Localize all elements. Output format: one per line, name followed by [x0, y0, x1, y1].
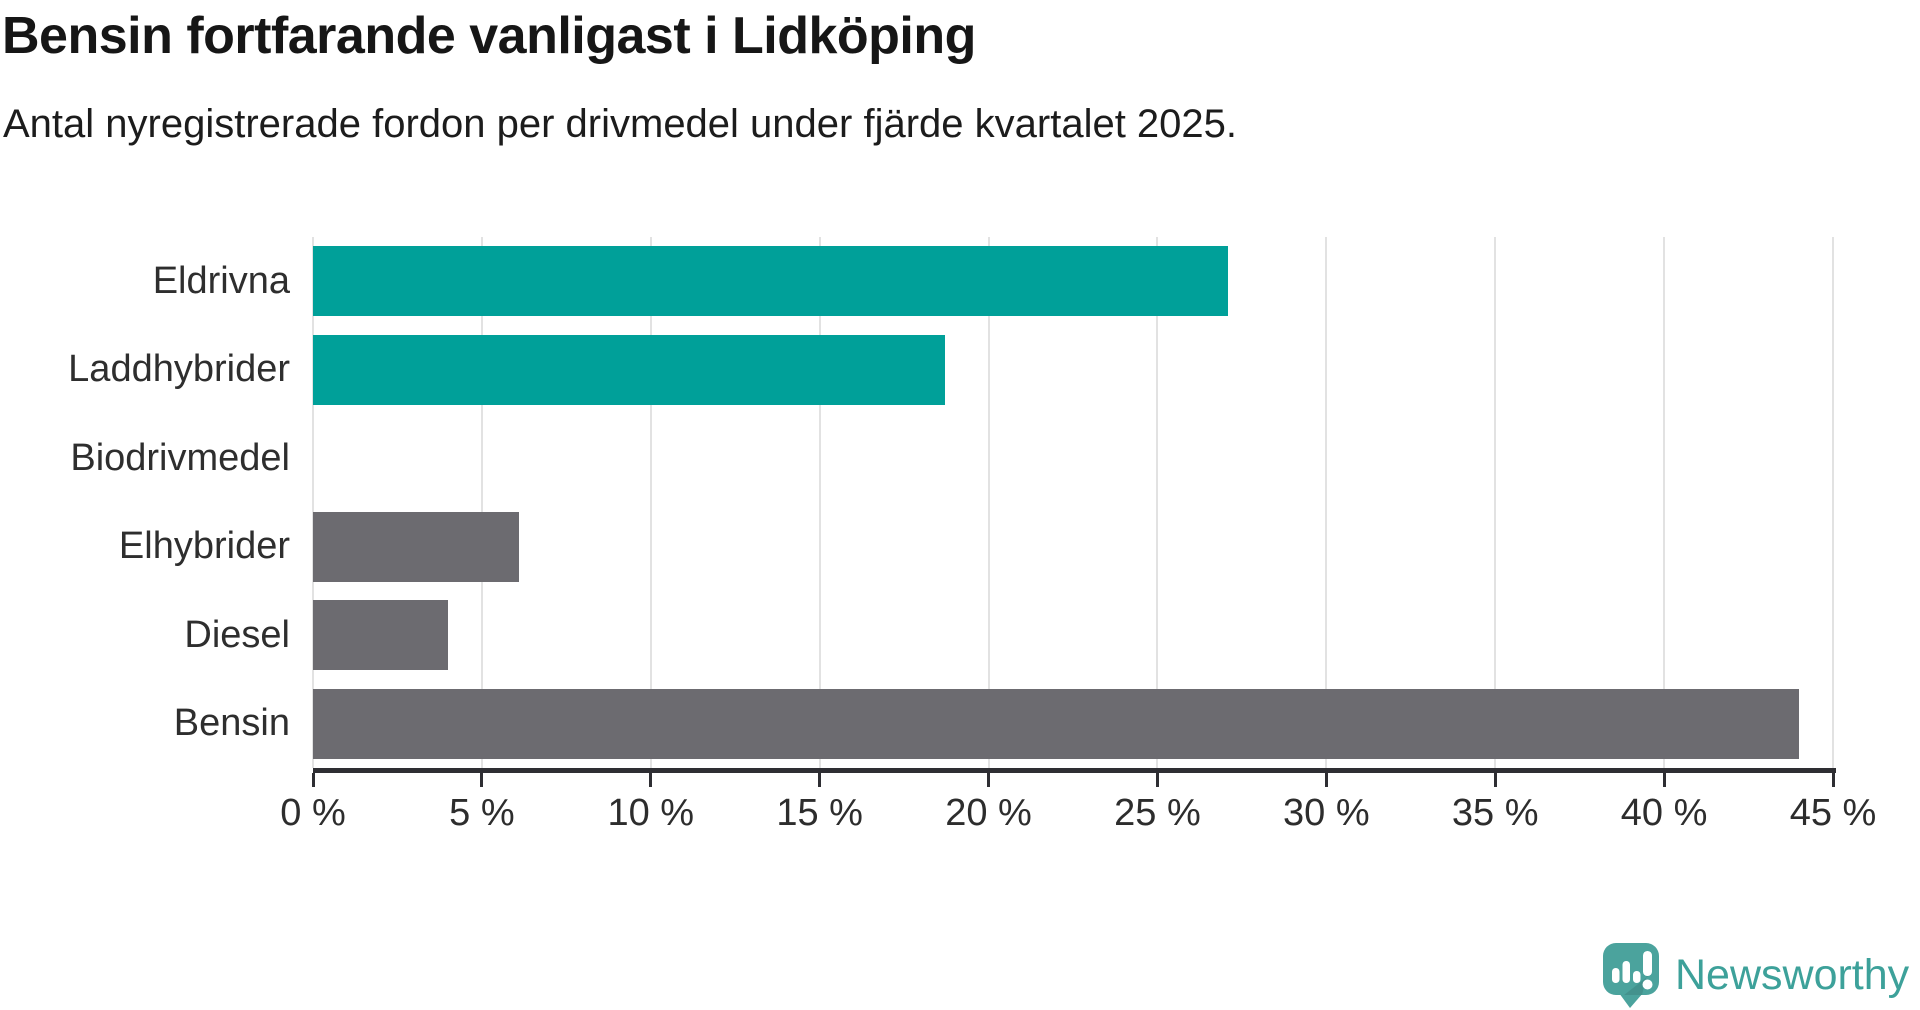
x-axis-tick-label: 15 %: [776, 792, 863, 834]
category-label: Diesel: [184, 613, 290, 656]
x-axis-tick: [987, 773, 991, 787]
x-axis-tick-label: 40 %: [1620, 792, 1708, 834]
bar-row: [313, 326, 1833, 415]
x-axis-tick: [1662, 773, 1666, 787]
gridline: [312, 237, 314, 768]
category-label: Biodrivmedel: [70, 436, 290, 479]
category-label: Laddhybrider: [68, 348, 290, 391]
x-axis-tick-label: 0 %: [280, 792, 346, 834]
x-axis-line: [313, 768, 1836, 773]
x-axis-tick: [1155, 773, 1159, 787]
x-axis-tick-label: 10 %: [607, 792, 695, 834]
category-label: Elhybrider: [118, 525, 290, 568]
gridline: [987, 237, 990, 768]
bar-bensin: [313, 688, 1800, 759]
gridline: [480, 237, 483, 768]
chart-title: Bensin fortfarande vanligast i Lidköping: [2, 7, 976, 65]
x-axis-tick: [1324, 773, 1328, 787]
y-axis-labels: Eldrivna Laddhybrider Biodrivmedel Elhybrid…: [0, 237, 290, 768]
gridline: [1832, 237, 1834, 768]
x-axis-tick-label: 35 %: [1451, 792, 1539, 834]
plot-area: [312, 237, 1834, 768]
bar-row: [313, 414, 1833, 503]
bar-row: [313, 237, 1833, 326]
bar-diesel: [313, 600, 449, 671]
x-axis-tick-label: 25 %: [1114, 792, 1201, 834]
category-label: Bensin: [173, 702, 290, 745]
bar-eldrivna: [313, 246, 1229, 317]
newsworthy-logo[interactable]: Newsworthy: [1602, 942, 1909, 1008]
x-axis-tick-label: 30 %: [1283, 792, 1370, 834]
x-axis-tick-label: 20 %: [945, 792, 1032, 834]
bar-row: [313, 680, 1833, 769]
x-axis-tick: [818, 773, 822, 787]
x-axis-tick: [649, 773, 653, 787]
newsworthy-wordmark: Newsworthy: [1675, 950, 1910, 999]
bar-laddhybrider: [313, 334, 945, 405]
x-axis-tick: [1831, 773, 1835, 787]
gridline: [1494, 237, 1497, 768]
bar-elhybrider: [313, 511, 520, 582]
chart-subtitle: Antal nyregistrerade fordon per drivmede…: [3, 102, 1238, 146]
gridline: [1156, 237, 1159, 768]
bar-row: [313, 503, 1833, 592]
x-axis-tick: [311, 773, 315, 787]
category-label: Eldrivna: [152, 259, 290, 302]
x-axis-tick: [1493, 773, 1497, 787]
bar-row: [313, 591, 1833, 680]
gridline: [1325, 237, 1328, 768]
gridline: [818, 237, 821, 768]
x-axis-tick-label: 5 %: [449, 792, 515, 834]
gridline: [1663, 237, 1666, 768]
gridline: [649, 237, 652, 768]
newsworthy-icon: [1603, 943, 1659, 1008]
x-axis-tick-label: 45 %: [1789, 792, 1877, 834]
bar-rows: [313, 237, 1833, 768]
x-axis-tick: [480, 773, 484, 787]
